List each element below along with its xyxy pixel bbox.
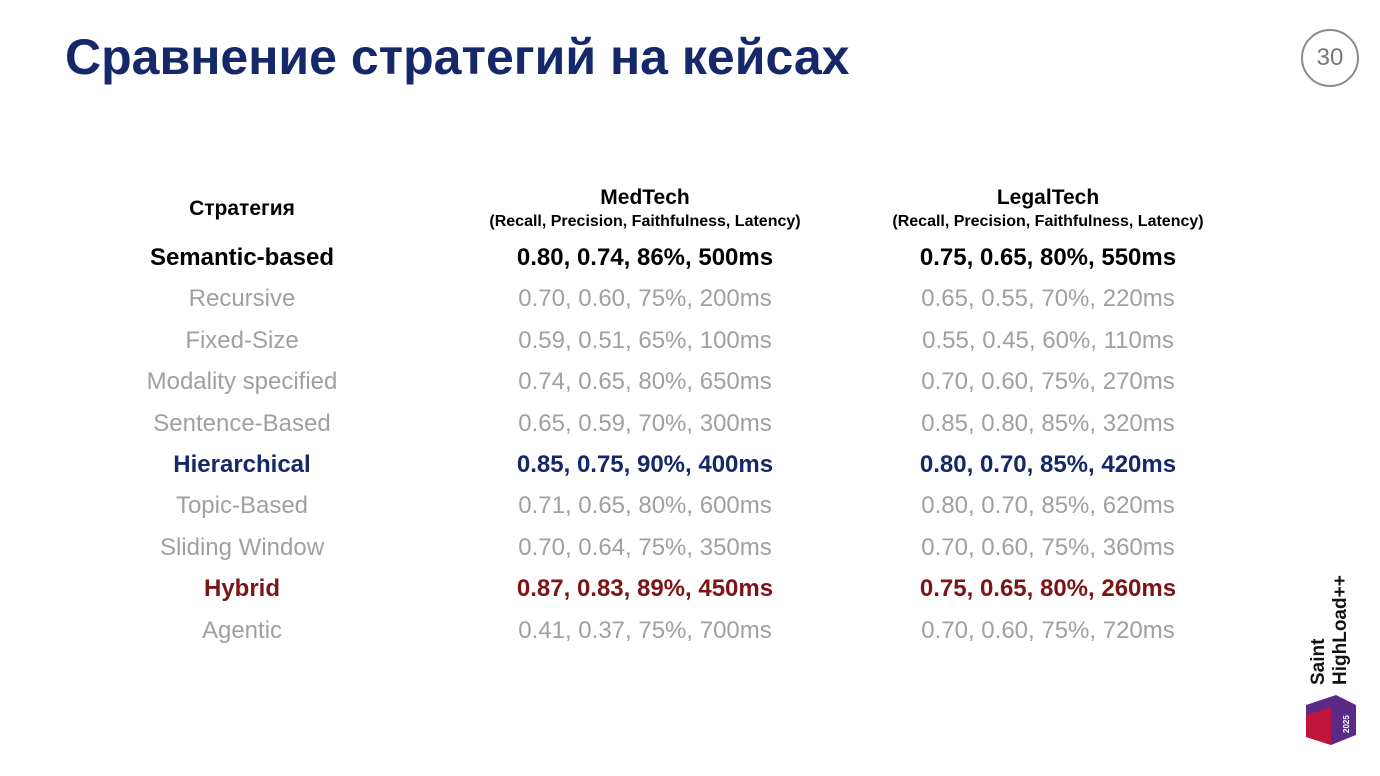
metric-cell: 0.70, 0.60, 75%, 360ms xyxy=(921,533,1175,561)
metric-cell: 0.55, 0.45, 60%, 110ms xyxy=(922,326,1174,354)
metric-cell: 0.41, 0.37, 75%, 700ms xyxy=(518,616,772,644)
metric-cell: 0.80, 0.74, 86%, 500ms xyxy=(516,244,774,271)
logo-shape xyxy=(1306,707,1331,745)
strategy-name: Modality specified xyxy=(146,368,338,396)
strategy-name: Agentic xyxy=(201,616,283,644)
metric-cell: 0.70, 0.60, 75%, 720ms xyxy=(921,616,1175,644)
column-note: (Recall, Precision, Faithfulness, Latenc… xyxy=(892,213,1204,230)
column-header: MedTech xyxy=(600,186,690,209)
metric-cell: 0.80, 0.70, 85%, 420ms xyxy=(919,451,1177,478)
metric-cell: 0.85, 0.80, 85%, 320ms xyxy=(921,409,1175,437)
slide-title: Сравнение стратегий на кейсах xyxy=(65,29,850,85)
metric-cell: 0.65, 0.55, 70%, 220ms xyxy=(921,285,1175,313)
metric-cell: 0.71, 0.65, 80%, 600ms xyxy=(518,492,772,520)
metric-cell: 0.70, 0.60, 75%, 200ms xyxy=(518,285,772,313)
strategy-name: Hierarchical xyxy=(173,451,311,478)
strategy-name: Recursive xyxy=(188,285,296,313)
metric-cell: 0.65, 0.59, 70%, 300ms xyxy=(518,409,772,437)
metric-cell: 0.74, 0.65, 80%, 650ms xyxy=(518,368,772,396)
metric-cell: 0.59, 0.51, 65%, 100ms xyxy=(518,326,772,354)
logo-year: 2025 xyxy=(1342,715,1351,733)
logo-text: HighLoad++ xyxy=(1330,575,1351,685)
metric-cell: 0.75, 0.65, 80%, 550ms xyxy=(919,244,1177,271)
metric-cell: 0.70, 0.64, 75%, 350ms xyxy=(518,533,772,561)
column-header: Стратегия xyxy=(189,197,295,220)
logo: Saint HighLoad++ 2025 xyxy=(1306,575,1356,745)
metric-cell: 0.75, 0.65, 80%, 260ms xyxy=(919,575,1177,603)
strategy-name: Hybrid xyxy=(203,575,280,603)
strategy-name: Semantic-based xyxy=(149,244,335,271)
metric-cell: 0.80, 0.70, 85%, 620ms xyxy=(921,492,1175,520)
strategy-name: Fixed-Size xyxy=(185,326,299,354)
strategy-name: Sentence-Based xyxy=(153,409,331,437)
metric-cell: 0.87, 0.83, 89%, 450ms xyxy=(516,575,774,603)
page-number: 30 xyxy=(1301,29,1359,87)
column-header: LegalTech xyxy=(996,186,1100,209)
strategy-name: Sliding Window xyxy=(159,533,325,561)
logo-text: Saint xyxy=(1308,638,1329,685)
metric-cell: 0.70, 0.60, 75%, 270ms xyxy=(921,368,1175,396)
strategy-name: Topic-Based xyxy=(175,492,309,520)
column-note: (Recall, Precision, Faithfulness, Latenc… xyxy=(489,213,801,230)
metric-cell: 0.85, 0.75, 90%, 400ms xyxy=(516,451,774,478)
